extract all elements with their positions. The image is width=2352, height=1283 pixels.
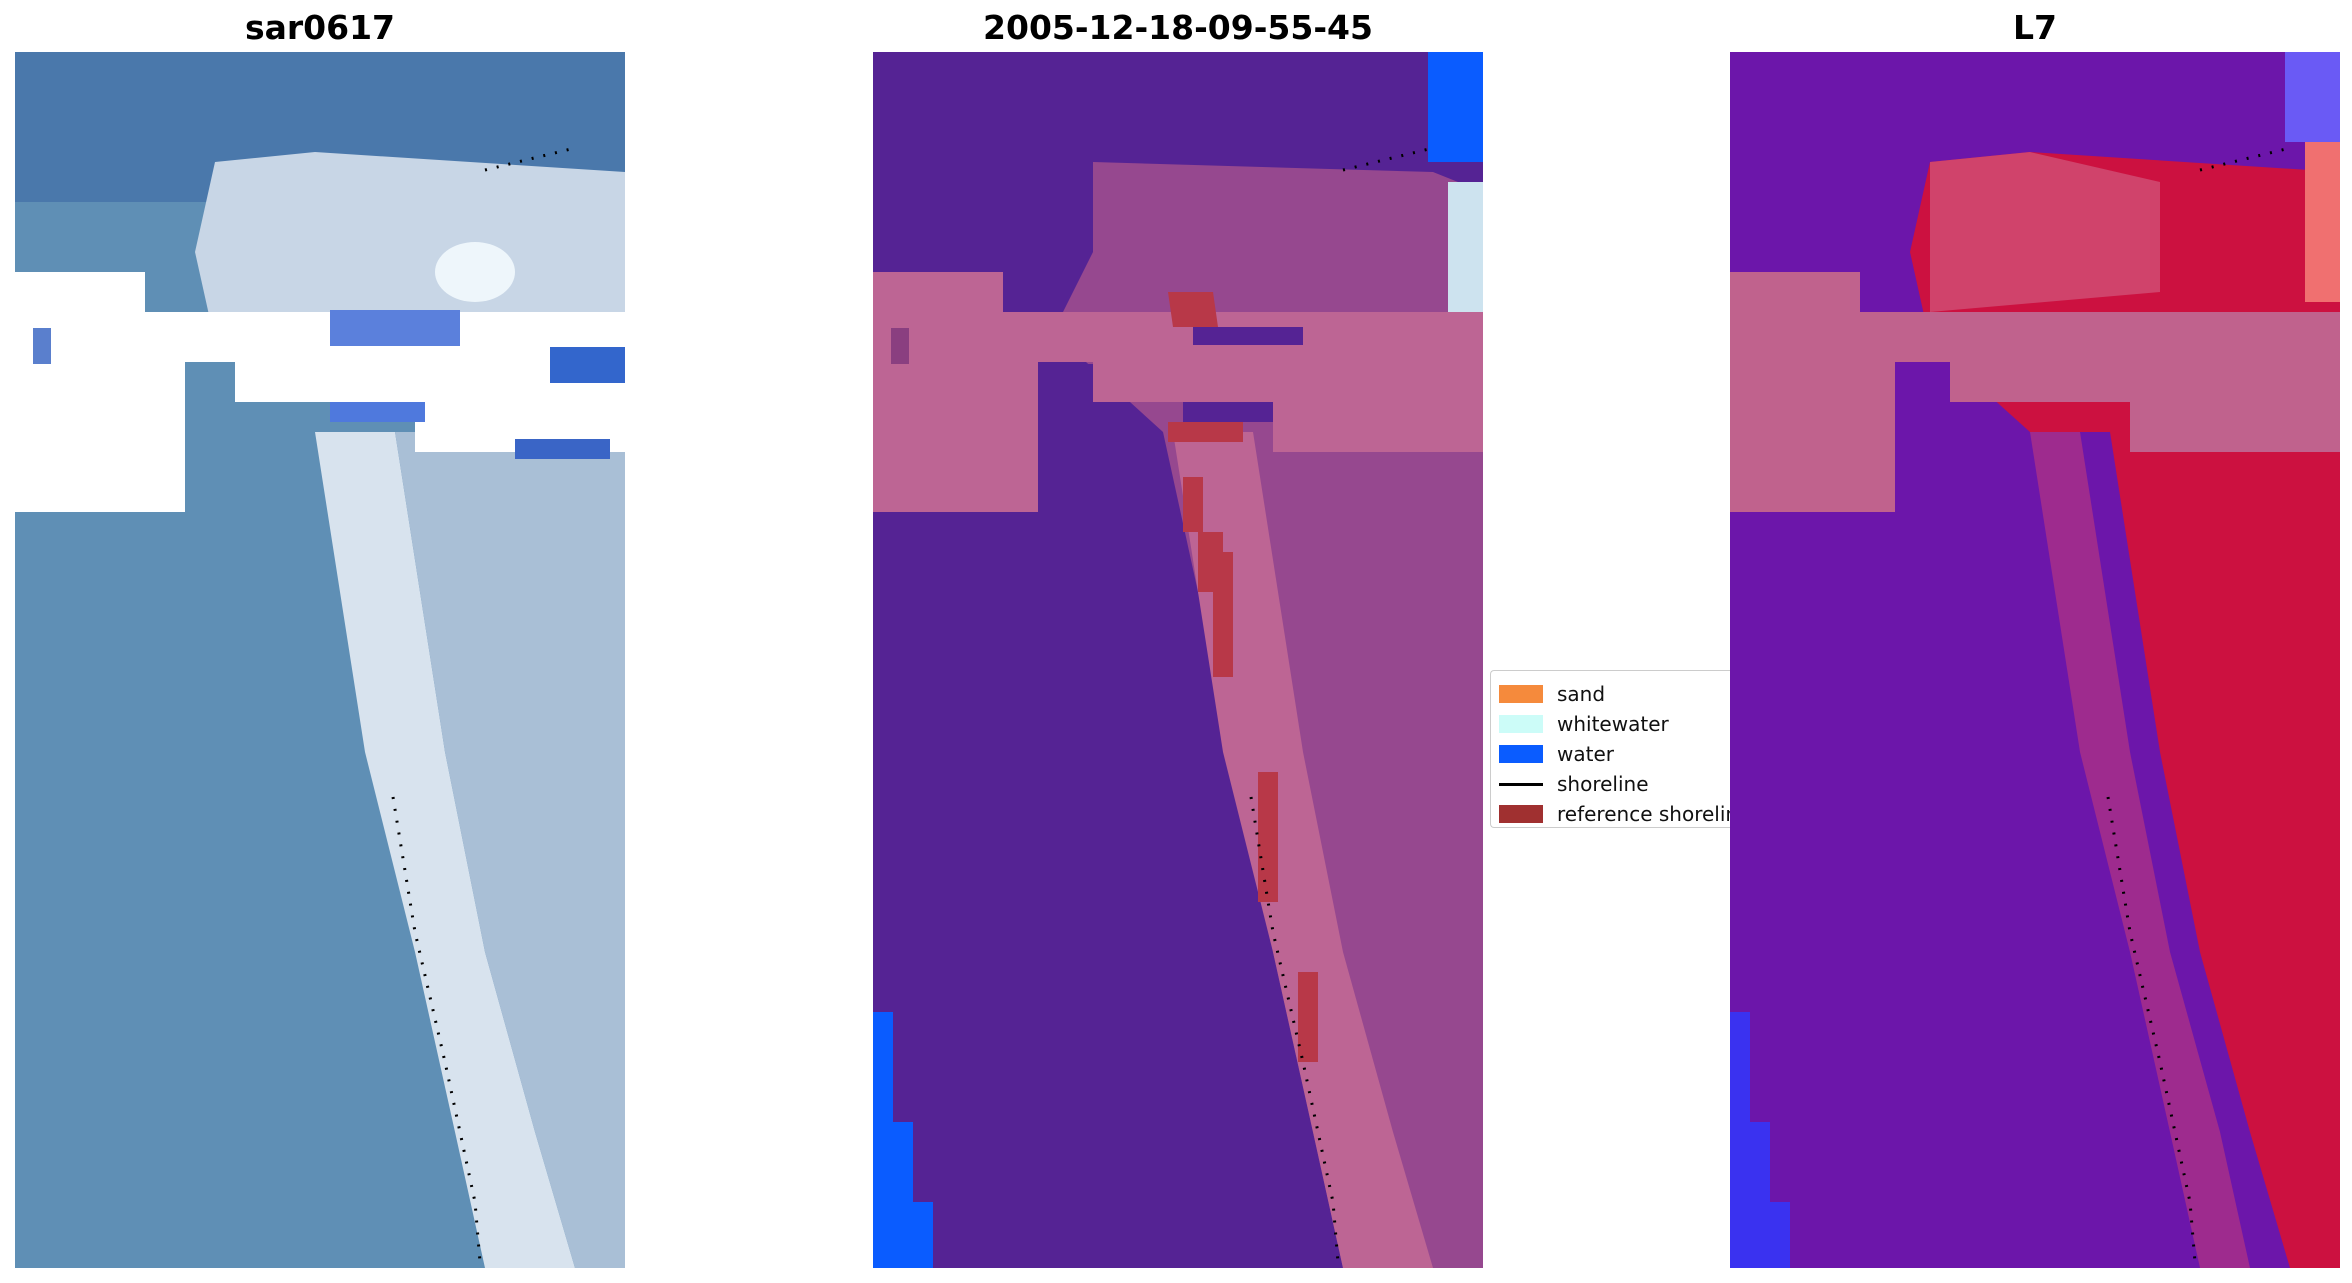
- northern-spit: [195, 152, 625, 342]
- blue-strip-1: [330, 310, 460, 346]
- index-light-corner: [2305, 142, 2340, 302]
- classified-image-panel: [873, 52, 1483, 1268]
- panel-title-classified: 2005-12-18-09-55-45: [983, 8, 1373, 47]
- shoreline-dots-south-3: [2106, 796, 2197, 1263]
- shoreline-dots-south-2: [1249, 796, 1340, 1263]
- cloud-mask-d: [1093, 362, 1483, 402]
- whitewater-patch: [435, 242, 515, 302]
- legend-label-shoreline: shoreline: [1557, 772, 1649, 796]
- blue-pixel: [33, 328, 51, 364]
- reference-shoreline-swatch: [1499, 805, 1543, 823]
- beach-strip-land: [395, 432, 625, 1268]
- legend-label-water: water: [1557, 742, 1614, 766]
- cloud-mask-a: [873, 272, 1003, 312]
- classified-pixel: [891, 328, 909, 364]
- reference-shoreline-band: [1168, 292, 1318, 1062]
- shoreline-line-swatch: [1499, 782, 1543, 786]
- shoreline-dots-south: [391, 796, 482, 1263]
- cloud-mask-1: [15, 272, 145, 312]
- water-swatch: [1499, 745, 1543, 763]
- index-cloud-b: [1730, 312, 2340, 362]
- index-beach-transition: [2030, 432, 2250, 1268]
- classification-legend: sand whitewater water shoreline referenc…: [1490, 670, 1730, 828]
- index-blue-corner: [2285, 52, 2340, 142]
- blue-strip-4: [515, 439, 610, 459]
- classified-hole-1: [1038, 364, 1093, 514]
- legend-item-water: water: [1491, 739, 1614, 769]
- blue-strip-2: [550, 347, 625, 383]
- classified-water-bottom: [873, 1012, 933, 1268]
- index-cloud-c: [1730, 362, 1895, 512]
- blue-strip-3: [330, 402, 425, 422]
- legend-item-shoreline: shoreline: [1491, 769, 1649, 799]
- index-cloud-e: [2130, 402, 2340, 452]
- cloud-mask-2: [15, 312, 625, 362]
- index-cloud-a: [1730, 272, 1860, 312]
- legend-item-reference-shoreline: reference shoreline: [1491, 799, 1730, 827]
- rgb-image-panel: [15, 52, 625, 1268]
- legend-label-sand: sand: [1557, 682, 1606, 706]
- cloud-mask-3: [15, 362, 185, 512]
- whitewater-right: [1448, 182, 1483, 312]
- classified-beach-band: [1173, 432, 1433, 1268]
- cloud-mask-c: [873, 362, 1038, 512]
- index-blue-bottom: [1730, 1012, 1790, 1268]
- index-cloud-d: [1950, 362, 2340, 402]
- legend-label-whitewater: whitewater: [1557, 712, 1669, 736]
- sand-swatch: [1499, 685, 1543, 703]
- classified-hole-2: [1183, 402, 1273, 422]
- beach-strip: [315, 432, 575, 1268]
- panel-title-index: L7: [2013, 8, 2057, 47]
- cloud-mask-e: [1273, 402, 1483, 452]
- panel-title-rgb: sar0617: [244, 8, 396, 47]
- classified-hole-3: [1193, 327, 1303, 345]
- legend-item-sand: sand: [1491, 679, 1605, 709]
- legend-item-whitewater: whitewater: [1491, 709, 1669, 739]
- legend-label-reference-shoreline: reference shoreline: [1557, 802, 1730, 826]
- index-image-panel: [1730, 52, 2340, 1268]
- index-spit: [1930, 152, 2160, 312]
- whitewater-swatch: [1499, 715, 1543, 733]
- water-top-right: [1428, 52, 1483, 162]
